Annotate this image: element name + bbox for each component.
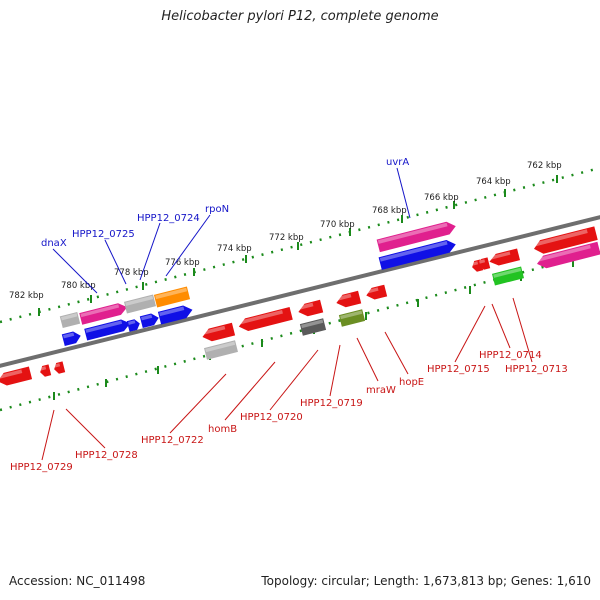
gene-label-hpp12-0722: HPP12_0722 (141, 435, 204, 446)
leader-rpon (165, 214, 211, 277)
leader-hope (384, 331, 409, 375)
gene-red-0719 (335, 290, 362, 308)
scale-label-776: 776 kbp (165, 258, 200, 268)
leader-homb (224, 361, 276, 421)
gene-magenta-0713 (536, 241, 600, 269)
leader-hpp12-0729 (41, 409, 55, 461)
scale-label-774: 774 kbp (217, 244, 252, 254)
gene-red-small-2 (54, 361, 66, 374)
gene-label-hpp12-0729: HPP12_0729 (10, 462, 73, 473)
leader-hpp12-0715 (454, 305, 486, 363)
scale-labels: 762 kbp 764 kbp 766 kbp 768 kbp 770 kbp … (9, 161, 562, 301)
gene-label-dnax: dnaX (41, 238, 67, 249)
gene-red-0715b (479, 257, 491, 270)
gene-blue-1 (61, 331, 81, 347)
genome-backbone (0, 215, 600, 368)
scale-label-766: 766 kbp (424, 193, 459, 203)
gene-red-homb (238, 307, 293, 331)
gene-dnax-block (59, 311, 81, 329)
gene-olive-0719 (338, 309, 366, 327)
gene-darkgray-0720 (299, 318, 327, 336)
leader-uvra (396, 167, 411, 219)
scale-label-778: 778 kbp (114, 268, 149, 278)
leader-hpp12-0713 (512, 297, 533, 363)
gene-red-0713 (533, 226, 598, 254)
scale-label-768: 768 kbp (372, 206, 407, 216)
leader-hpp12-0725 (104, 239, 127, 285)
leader-hpp12-0722 (169, 373, 227, 434)
gene-rpon (153, 286, 191, 308)
accession-text: Accession: NC_011498 (9, 574, 146, 588)
gene-label-hpp12-0719: HPP12_0719 (300, 398, 363, 409)
top-leader-lines (52, 167, 411, 294)
figure-title: Helicobacter pylori P12, complete genome (161, 9, 439, 24)
leader-hpp12-0720 (269, 349, 319, 411)
scale-label-782: 782 kbp (9, 291, 44, 301)
gene-blue-5 (157, 305, 193, 325)
scale-label-772: 772 kbp (269, 233, 304, 243)
leader-hpp12-0724 (139, 222, 161, 281)
scale-label-770: 770 kbp (320, 220, 355, 230)
gene-blue-2 (84, 319, 131, 341)
gene-label-mraw: mraW (366, 385, 396, 396)
gene-red-edge-left (0, 366, 33, 386)
scale-label-764: 764 kbp (476, 177, 511, 187)
gene-label-hpp12-0715: HPP12_0715 (427, 364, 490, 375)
scale-label-780: 780 kbp (61, 281, 96, 291)
gene-red-0714 (489, 248, 521, 266)
gene-red-mraw (366, 284, 388, 300)
gene-hpp12-0724 (123, 294, 157, 314)
gene-label-hpp12-0728: HPP12_0728 (75, 450, 138, 461)
genome-summary-text: Topology: circular; Length: 1,673,813 bp… (261, 574, 591, 588)
gene-label-hpp12-0724: HPP12_0724 (137, 213, 200, 224)
top-gene-labels: uvrA rpoN HPP12_0724 HPP12_0725 dnaX (41, 157, 409, 249)
gene-blue-4 (139, 313, 159, 329)
gene-label-rpon: rpoN (205, 204, 229, 215)
gene-green-0714 (491, 266, 525, 286)
gene-hpp12-0725 (79, 303, 128, 325)
gene-label-hpp12-0713: HPP12_0713 (505, 364, 568, 375)
leader-dnax (52, 248, 98, 294)
bottom-gene-labels: HPP12_0729 HPP12_0728 HPP12_0722 homB HP… (10, 350, 568, 473)
gene-blue-uvra-row (378, 240, 456, 270)
bottom-leader-lines (41, 297, 533, 461)
gene-label-hope: hopE (399, 377, 424, 388)
gene-gray-0722 (204, 340, 238, 360)
gene-red-0722 (202, 322, 236, 342)
scale-label-762: 762 kbp (527, 161, 562, 171)
gene-label-uvra: uvrA (386, 157, 409, 168)
gene-label-hpp12-0714: HPP12_0714 (479, 350, 542, 361)
gene-label-homb: homB (208, 424, 237, 435)
lower-scale-track (0, 250, 600, 412)
leader-mraw (356, 337, 379, 382)
gene-uvra (376, 221, 456, 253)
leader-hpp12-0719 (329, 344, 341, 397)
gene-blue-3 (126, 319, 140, 332)
gene-label-hpp12-0725: HPP12_0725 (72, 229, 135, 240)
leader-hpp12-0714 (491, 303, 511, 349)
gene-features (0, 221, 600, 386)
gene-red-0720 (297, 299, 324, 317)
leader-hpp12-0728 (65, 408, 106, 449)
gene-label-hpp12-0720: HPP12_0720 (240, 412, 303, 423)
gene-red-small-1 (40, 364, 52, 377)
